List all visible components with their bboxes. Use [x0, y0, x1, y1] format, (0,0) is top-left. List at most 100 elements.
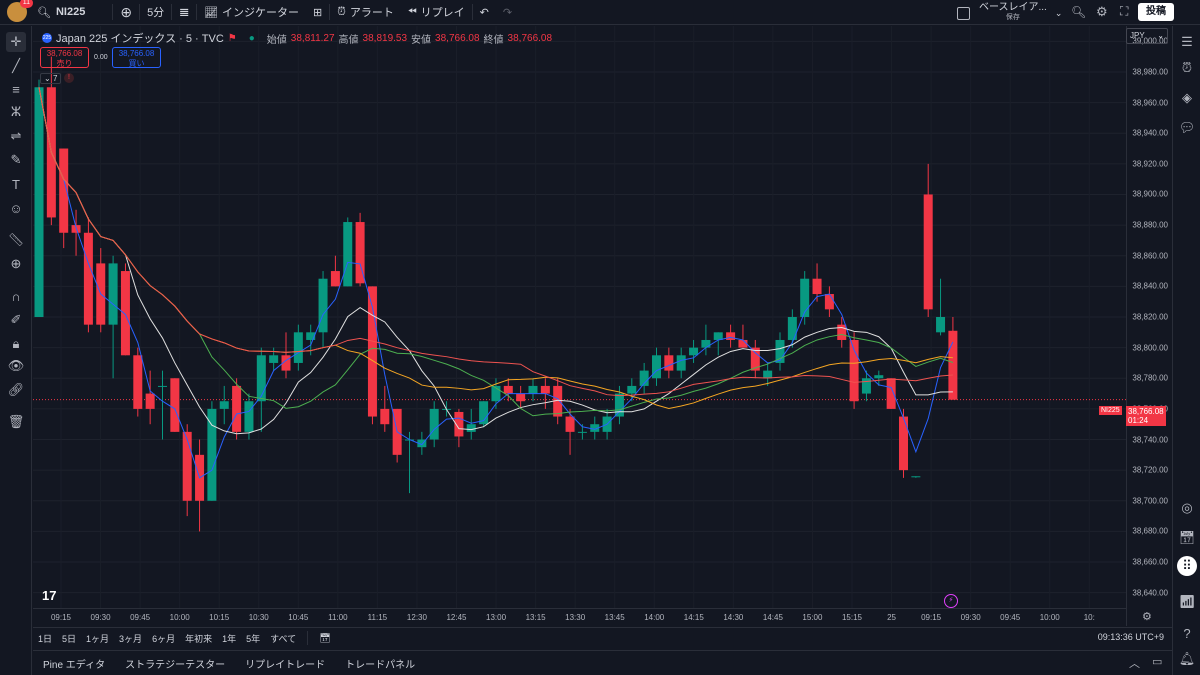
zoom-in-icon[interactable]: ⊕	[10, 256, 22, 271]
collapse-panel-button[interactable]: ︿	[1129, 655, 1140, 671]
symbol-search-button[interactable]: 🔍︎ NI225	[27, 0, 92, 25]
price-chart[interactable]	[33, 26, 1126, 626]
rewind-icon: ⏪︎	[407, 5, 417, 18]
price-tick-label: 38,640.00	[1132, 588, 1168, 598]
redo-icon: ↷	[502, 6, 513, 19]
replay-button[interactable]: ⏪︎ リプレイ	[401, 0, 472, 25]
crosshair-icon[interactable]: ✛	[6, 32, 26, 52]
apps-icon[interactable]: ⠿	[1177, 556, 1197, 576]
maximize-panel-button[interactable]: ▭	[1152, 655, 1162, 668]
alerts-icon[interactable]: ⏰︎	[1181, 60, 1193, 75]
time-tick-label: 10:	[1083, 613, 1095, 622]
bottom-tab[interactable]: トレードパネル	[345, 659, 416, 671]
range-button[interactable]: すべて	[270, 633, 297, 644]
candle	[491, 385, 501, 402]
candle	[824, 294, 834, 310]
lock-icon[interactable]: 🔒︎	[12, 336, 20, 351]
bottom-tab[interactable]: リプレイトレード	[245, 659, 326, 671]
indicators-toggle[interactable]: ⌄ 7	[40, 73, 62, 84]
candle	[812, 278, 822, 295]
lock-drawing-icon[interactable]: ✐	[10, 312, 22, 327]
candle	[763, 370, 773, 379]
redo-button[interactable]: ↷	[496, 0, 519, 25]
notifications-icon[interactable]: 🔔︎	[1178, 651, 1196, 666]
symbol-title: Japan 225 インデックス · 5 · TVC	[56, 33, 224, 45]
layout-button[interactable]: ベースレイア... 保存 ⌄	[957, 2, 1062, 24]
range-button[interactable]: 3ヶ月	[119, 633, 143, 644]
time-axis[interactable]: 09:15 09:30 09:45 10:00 10:15 10:30 10:45 11:00…	[33, 608, 1126, 626]
candle	[219, 401, 229, 409]
price-tick-label: 38,980.00	[1132, 67, 1168, 77]
candle	[83, 232, 93, 325]
alert-label: アラート	[349, 7, 394, 19]
trash-icon[interactable]: 🗑︎	[7, 414, 25, 429]
candle	[367, 286, 377, 417]
forecast-icon[interactable]: ⇌	[10, 128, 22, 143]
candle	[664, 355, 674, 371]
warning-icon[interactable]: !	[64, 73, 74, 83]
lightning-icon[interactable]: ⚡︎	[944, 594, 958, 608]
widget-bar: ☰ ⏰︎ ◈ 💬︎ ◎ 📅︎ ⠿ 📶︎ ? 🔔︎	[1172, 26, 1200, 675]
settings-button[interactable]: ⚙︎	[1096, 4, 1108, 20]
watchlist-icon[interactable]: ☰	[1181, 34, 1193, 49]
templates-button[interactable]: ⊞	[306, 0, 329, 25]
layers-icon[interactable]: ◈	[1182, 90, 1192, 105]
candle	[652, 355, 661, 379]
range-button[interactable]: 6ヶ月	[152, 633, 176, 644]
quick-search-button[interactable]: 🔍︎	[1071, 5, 1086, 19]
post-button[interactable]: 投稿	[1138, 3, 1174, 21]
gear-icon: ⚙︎	[1096, 4, 1108, 19]
bottom-tab[interactable]: ストラテジーテスター	[125, 659, 226, 671]
chat-icon[interactable]: 💬︎	[1178, 120, 1196, 135]
candle	[207, 408, 217, 501]
time-tick-label: 11:15	[367, 613, 388, 622]
separator	[112, 4, 114, 20]
fullscreen-button[interactable]: ⛶	[1120, 4, 1128, 19]
price-scale[interactable]: 39,000.00 38,980.00 38,960.00 38,940.00 38,9…	[1126, 26, 1172, 626]
text-icon[interactable]: T	[12, 176, 20, 192]
indicator-count: 7	[52, 74, 58, 83]
alert-button[interactable]: ⏰︎ アラート	[330, 0, 401, 25]
indicator-icon: 📈︎	[204, 6, 219, 19]
pattern-icon[interactable]: ⵣ	[10, 104, 22, 119]
axis-settings-button[interactable]: ⚙︎	[1142, 610, 1152, 623]
ruler-icon[interactable]: 📏︎	[7, 232, 25, 247]
magnet-icon[interactable]: ∩	[11, 288, 21, 304]
target-icon[interactable]: ◎	[1181, 500, 1193, 515]
sell-button[interactable]: 38,766.08 売り	[40, 47, 89, 68]
help-icon[interactable]: ?	[1183, 625, 1191, 641]
buy-button[interactable]: 38,766.08 買い	[112, 47, 161, 68]
bottom-tab[interactable]: Pine エディタ	[43, 659, 106, 671]
candle	[158, 385, 167, 387]
indicators-button[interactable]: 📈︎ インジケーター	[197, 0, 306, 25]
spread-value: 0.00	[94, 54, 108, 61]
moving-average-line	[38, 87, 953, 397]
range-button[interactable]: 5日	[62, 633, 77, 644]
go-to-date-icon[interactable]: 📅︎	[319, 632, 331, 643]
range-button[interactable]: 1日	[38, 633, 53, 644]
calendar-icon[interactable]: 📅︎	[1178, 530, 1196, 545]
avatar[interactable]: 11	[7, 0, 33, 22]
range-button[interactable]: 1年	[222, 633, 237, 644]
candle	[145, 393, 155, 409]
moving-average-line	[38, 87, 954, 479]
brush-icon[interactable]: ✎	[10, 152, 22, 167]
undo-button[interactable]: ↶	[473, 0, 496, 25]
interval-button[interactable]: 5分	[147, 7, 165, 19]
fib-icon[interactable]: ≡	[12, 81, 20, 97]
currency-select[interactable]: JPY ⌄	[1126, 28, 1168, 44]
trend-line-icon[interactable]: ╱	[12, 58, 20, 73]
candle	[936, 317, 946, 333]
link-icon[interactable]: 🔗︎	[7, 382, 25, 397]
chart-type-button[interactable]: 𝌆	[172, 0, 196, 25]
range-button[interactable]: 5年	[246, 633, 261, 644]
emoji-icon[interactable]: ☺	[9, 200, 23, 216]
compare-symbol-button[interactable]: ⊕	[113, 0, 139, 25]
separator	[329, 4, 331, 20]
range-button[interactable]: 年初来	[185, 633, 213, 644]
broadcast-icon[interactable]: 📶︎	[1178, 594, 1196, 609]
candle	[713, 332, 723, 340]
range-button[interactable]: 1ヶ月	[86, 633, 110, 644]
eye-icon[interactable]: 👁︎	[7, 358, 25, 373]
time-tick-label: 13:00	[486, 613, 507, 622]
